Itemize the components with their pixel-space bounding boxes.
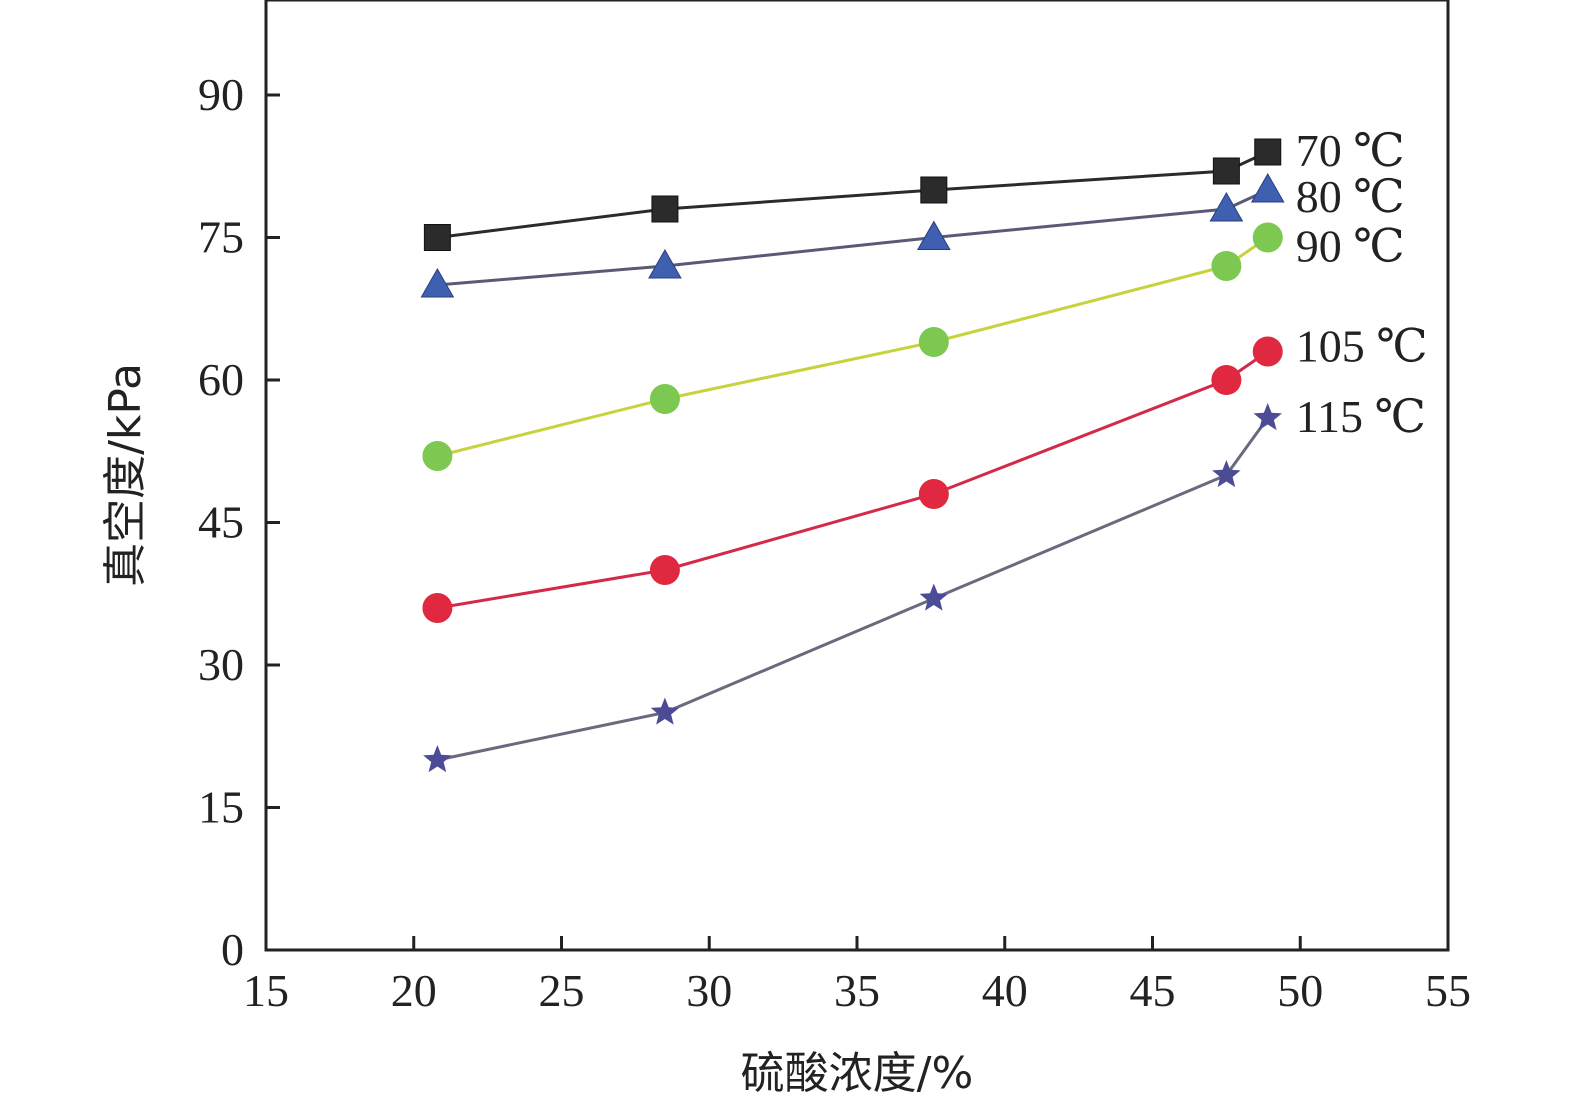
data-point-circle xyxy=(918,327,949,357)
data-point-circle xyxy=(649,555,680,585)
series-label: 105 ℃ xyxy=(1296,321,1428,372)
y-tick-label: 15 xyxy=(198,782,244,833)
y-tick-label: 30 xyxy=(198,639,244,690)
data-point-circle xyxy=(422,593,453,623)
x-tick-label: 55 xyxy=(1425,965,1471,1016)
x-axis-label: 硫酸浓度/% xyxy=(741,1048,974,1099)
series-0: 70 ℃ xyxy=(423,125,1405,251)
x-tick-label: 30 xyxy=(686,965,732,1016)
data-point-star xyxy=(1253,403,1282,431)
series-line xyxy=(437,150,1269,239)
series-line xyxy=(437,236,1269,458)
data-point-star xyxy=(650,697,680,725)
y-axis-label: 真空度/kPa xyxy=(100,363,151,587)
series-line xyxy=(437,350,1269,610)
data-point-circle xyxy=(918,479,949,509)
data-point-star xyxy=(919,583,949,611)
data-point-square xyxy=(423,224,451,251)
x-tick-label: 25 xyxy=(539,965,585,1016)
series-label: 70 ℃ xyxy=(1296,125,1405,176)
series-label: 115 ℃ xyxy=(1296,391,1426,442)
y-tick-label: 0 xyxy=(221,924,244,975)
data-point-square xyxy=(651,195,679,223)
data-point-star xyxy=(1212,460,1241,488)
data-point-circle xyxy=(1252,336,1283,367)
data-point-circle xyxy=(649,384,680,414)
series-layer: 70 ℃80 ℃90 ℃ 105 ℃ 115 ℃ xyxy=(420,125,1428,773)
data-point-square xyxy=(1254,138,1282,166)
x-tick-label: 40 xyxy=(982,965,1028,1016)
data-point-star xyxy=(423,745,452,773)
series-4: 115 ℃ xyxy=(423,391,1426,773)
x-tick-label: 50 xyxy=(1277,965,1323,1016)
x-tick-label: 20 xyxy=(391,965,437,1016)
y-tick-label: 75 xyxy=(198,212,244,263)
data-point-circle xyxy=(1252,222,1283,253)
data-point-triangle xyxy=(1250,172,1285,203)
y-tick-label: 45 xyxy=(198,497,244,548)
data-point-triangle xyxy=(648,248,682,279)
data-point-circle xyxy=(422,441,453,471)
data-point-circle xyxy=(1211,251,1242,281)
series-label: 80 ℃ xyxy=(1296,171,1405,222)
data-point-circle xyxy=(1211,365,1242,395)
series-2: 90 ℃ xyxy=(422,221,1405,471)
data-point-square xyxy=(1212,157,1240,185)
data-point-square xyxy=(920,176,948,204)
series-line xyxy=(437,188,1269,287)
y-axis-ticks: 0 15 30 45 60 75 90 xyxy=(198,69,280,975)
x-axis-ticks: 15 20 25 30 35 40 45 50 55 xyxy=(243,936,1471,1016)
x-tick-label: 35 xyxy=(834,965,880,1016)
series-line xyxy=(437,417,1269,762)
data-point-triangle xyxy=(916,220,951,250)
series-3: 105 ℃ xyxy=(422,321,1428,623)
y-tick-label: 60 xyxy=(198,354,244,405)
x-tick-label: 15 xyxy=(243,965,289,1016)
series-label: 90 ℃ xyxy=(1296,221,1405,272)
data-point-triangle xyxy=(1209,191,1244,222)
x-tick-label: 45 xyxy=(1130,965,1176,1016)
data-point-triangle xyxy=(420,267,455,298)
y-tick-label: 90 xyxy=(198,69,244,120)
series-1: 80 ℃ xyxy=(420,171,1405,298)
